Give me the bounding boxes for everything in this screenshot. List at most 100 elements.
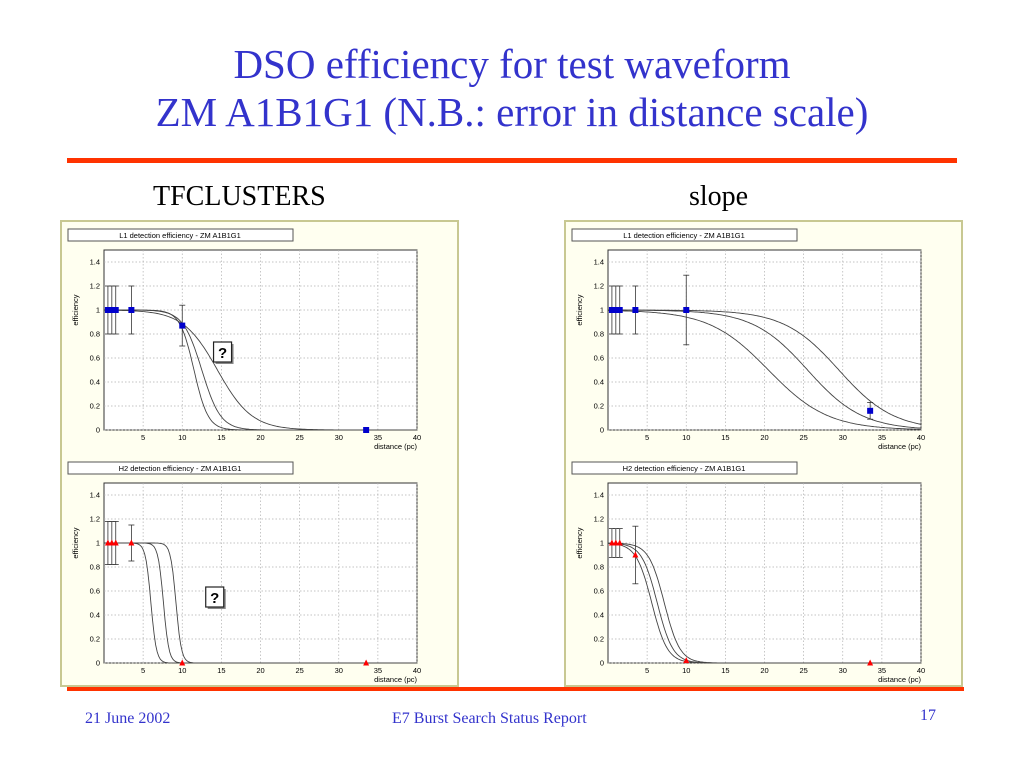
y-tick-label: 0 xyxy=(96,659,100,668)
y-tick-label: 0.4 xyxy=(90,378,100,387)
chart-title: L1 detection efficiency - ZM A1B1G1 xyxy=(623,231,745,240)
y-axis-label: efficiency xyxy=(575,527,584,558)
data-point xyxy=(616,539,623,546)
data-point xyxy=(632,307,639,313)
y-tick-label: 0.4 xyxy=(594,611,604,620)
y-axis-label: efficiency xyxy=(71,527,80,558)
y-tick-label: 0.6 xyxy=(90,354,100,363)
data-point xyxy=(616,307,623,313)
x-axis-label: distance (pc) xyxy=(878,675,921,684)
x-tick-label: 30 xyxy=(839,433,847,442)
column-label-tfclusters: TFCLUSTERS xyxy=(153,181,326,212)
data-point xyxy=(683,307,690,313)
y-tick-label: 0.4 xyxy=(90,611,100,620)
annotation-question-mark: ? xyxy=(218,345,227,362)
y-tick-label: 1.2 xyxy=(594,515,604,524)
slope-panel: L1 detection efficiency - ZM A1B1G1 5 10 15… xyxy=(564,220,963,687)
footer-report-title: E7 Burst Search Status Report xyxy=(392,710,587,727)
column-label-slope: slope xyxy=(689,181,749,212)
x-tick-label: 40 xyxy=(413,666,421,675)
data-point xyxy=(179,322,186,329)
x-tick-label: 30 xyxy=(839,666,847,675)
chart-title-box xyxy=(67,228,294,242)
x-tick-label: 5 xyxy=(645,666,649,675)
data-point xyxy=(104,307,111,313)
x-tick-label: 35 xyxy=(878,666,886,675)
title-line-2: ZM A1B1G1 (N.B.: error in distance scale… xyxy=(155,89,869,135)
x-axis-label: distance (pc) xyxy=(374,675,417,684)
footer-date: 21 June 2002 xyxy=(85,710,171,727)
y-tick-label: 0.6 xyxy=(594,354,604,363)
x-tick-label: 35 xyxy=(878,433,886,442)
efficiency-curve xyxy=(608,309,922,425)
data-point xyxy=(104,539,111,546)
x-tick-label: 15 xyxy=(721,433,729,442)
x-tick-label: 5 xyxy=(645,433,649,442)
chart-title: H2 detection efficiency - ZM A1B1G1 xyxy=(623,464,746,473)
y-tick-label: 0.2 xyxy=(594,635,604,644)
y-tick-label: 1.2 xyxy=(594,282,604,291)
x-tick-label: 20 xyxy=(760,433,768,442)
y-tick-label: 0.8 xyxy=(90,563,100,572)
x-tick-label: 40 xyxy=(917,666,925,675)
y-tick-label: 1 xyxy=(600,306,604,315)
x-tick-label: 10 xyxy=(682,666,690,675)
y-tick-label: 0 xyxy=(600,659,604,668)
y-tick-label: 0.6 xyxy=(90,587,100,596)
data-point xyxy=(363,427,370,433)
y-tick-label: 0.2 xyxy=(594,402,604,411)
x-tick-label: 20 xyxy=(256,666,264,675)
x-tick-label: 40 xyxy=(917,433,925,442)
x-tick-label: 20 xyxy=(760,666,768,675)
y-tick-label: 1 xyxy=(96,306,100,315)
title-line-1: DSO efficiency for test waveform xyxy=(233,41,791,87)
x-tick-label: 5 xyxy=(141,666,145,675)
x-tick-label: 25 xyxy=(295,433,303,442)
slope-l1-chart: L1 detection efficiency - ZM A1B1G1 5 10 15… xyxy=(571,228,925,451)
y-tick-label: 0.2 xyxy=(90,402,100,411)
chart-title: L1 detection efficiency - ZM A1B1G1 xyxy=(119,231,241,240)
y-tick-label: 0.8 xyxy=(594,330,604,339)
x-tick-label: 10 xyxy=(178,666,186,675)
y-axis-label: efficiency xyxy=(575,294,584,325)
x-tick-label: 35 xyxy=(374,433,382,442)
slide-title: DSO efficiency for test waveform ZM A1B1… xyxy=(0,40,1024,136)
tfclusters-panel: L1 detection efficiency - ZM A1B1G1 5 10 15… xyxy=(60,220,459,687)
plot-frame xyxy=(607,249,922,431)
x-tick-label: 15 xyxy=(217,666,225,675)
x-tick-label: 10 xyxy=(178,433,186,442)
x-tick-label: 30 xyxy=(335,666,343,675)
y-axis-label: efficiency xyxy=(71,294,80,325)
data-point xyxy=(683,657,690,664)
x-tick-label: 5 xyxy=(141,433,145,442)
data-point xyxy=(108,307,115,313)
x-tick-label: 10 xyxy=(682,433,690,442)
data-point xyxy=(128,307,135,313)
y-tick-label: 1 xyxy=(600,539,604,548)
x-axis-label: distance (pc) xyxy=(878,442,921,451)
data-point xyxy=(608,539,615,546)
data-point xyxy=(179,659,186,666)
y-tick-label: 1.4 xyxy=(90,258,100,267)
x-tick-label: 20 xyxy=(256,433,264,442)
efficiency-curve xyxy=(607,310,921,430)
data-point xyxy=(612,539,619,546)
x-tick-label: 30 xyxy=(335,433,343,442)
plot-frame xyxy=(607,482,922,664)
chart-title-box xyxy=(571,461,798,475)
title-underline xyxy=(67,158,957,163)
y-tick-label: 1.4 xyxy=(594,258,604,267)
data-point xyxy=(108,539,115,546)
y-tick-label: 0.4 xyxy=(594,378,604,387)
x-tick-label: 25 xyxy=(295,666,303,675)
x-tick-label: 15 xyxy=(217,433,225,442)
x-axis-label: distance (pc) xyxy=(374,442,417,451)
x-tick-label: 15 xyxy=(721,666,729,675)
data-point xyxy=(867,659,874,666)
data-point xyxy=(112,539,119,546)
x-tick-label: 35 xyxy=(374,666,382,675)
y-tick-label: 1 xyxy=(96,539,100,548)
data-point xyxy=(867,407,874,414)
